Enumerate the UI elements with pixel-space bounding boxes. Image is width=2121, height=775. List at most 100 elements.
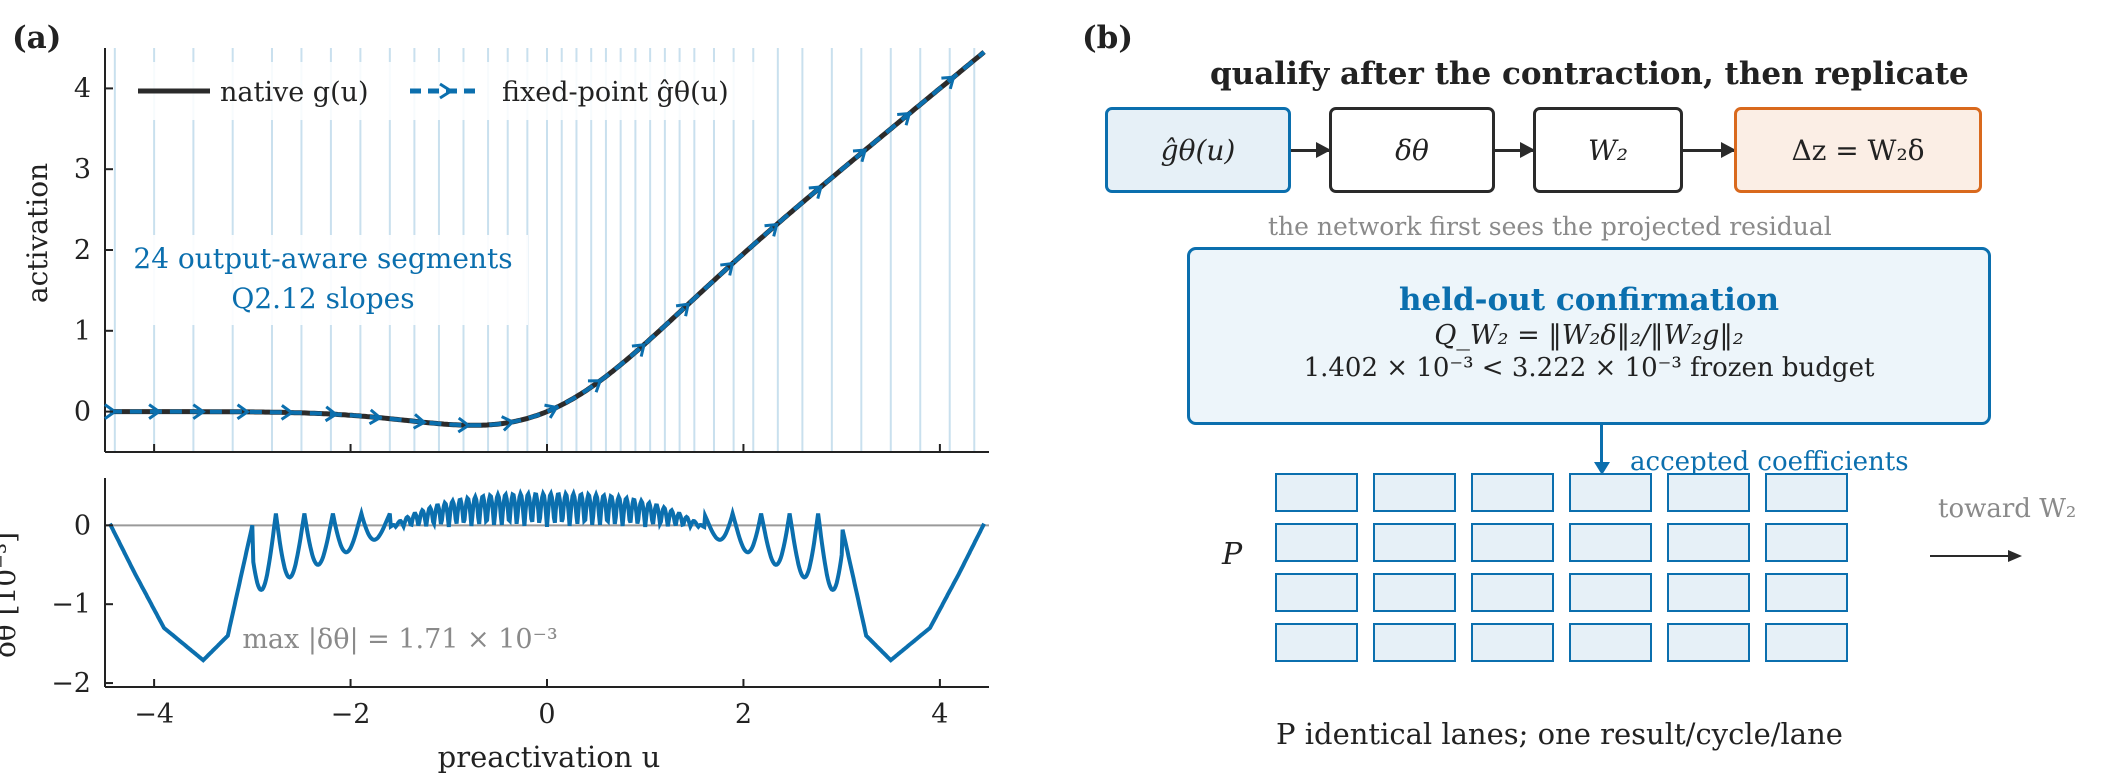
panel-b-tag: (b) (1082, 20, 1134, 56)
fixed-point-marker (544, 403, 559, 419)
top-y-tick-label: 4 (74, 73, 91, 104)
fixed-point-marker (852, 148, 868, 163)
bottom-y-tick-label: −2 (51, 668, 91, 699)
confirmation-budget: 1.402 × 10⁻³ < 3.222 × 10⁻³ frozen budge… (1303, 353, 1875, 383)
panel-b-title: qualify after the contraction, then repl… (1210, 56, 1969, 92)
fixed-point-markers (104, 75, 956, 434)
top-y-tick-label: 2 (74, 235, 91, 266)
lane-cell (1373, 473, 1456, 512)
lanes-grid (1275, 473, 1848, 662)
fixed-point-marker (808, 185, 823, 200)
lane-cell (1765, 623, 1848, 662)
lane-cell (1765, 573, 1848, 612)
panel-a-tag: (a) (12, 20, 62, 56)
lane-cell (1275, 573, 1358, 612)
fixed-point-curve (109, 50, 986, 428)
fixed-point-marker (764, 222, 779, 237)
annotation-line-2: Q2.12 slopes (231, 282, 414, 315)
lane-cell (1569, 473, 1652, 512)
confirmation-arrow-shaft (1600, 425, 1603, 468)
lane-cell (1765, 473, 1848, 512)
legend-fixed-label: fixed-point ĝθ(u) (502, 77, 729, 108)
pipeline-box-w2: W₂ (1533, 107, 1683, 193)
accepted-coefficients-label: accepted coefficients (1630, 447, 1909, 477)
legend-native-label: native g(u) (220, 77, 369, 108)
fixed-point-marker (500, 415, 516, 432)
fixed-point-marker (192, 403, 206, 420)
x-tick-label: 4 (931, 699, 948, 730)
lane-cell (1373, 523, 1456, 562)
lane-cell (1471, 623, 1554, 662)
fixed-point-marker (675, 302, 691, 317)
arrow-1-icon (1291, 142, 1331, 158)
bottom-y-tick-label: 0 (74, 510, 91, 541)
fixed-point-marker (368, 408, 383, 426)
top-y-axis-label: activation (21, 163, 54, 303)
confirmation-formula: Q_W₂ = ‖W₂δ‖₂/‖W₂g‖₂ (1434, 320, 1744, 351)
fixed-point-marker (457, 416, 472, 434)
top-y-tick-label: 0 (74, 397, 91, 428)
toward-arrow-shaft (1930, 555, 2016, 557)
x-axis-label: preactivation u (438, 740, 661, 774)
fixed-point-marker (324, 405, 339, 423)
fixed-point-marker (897, 111, 912, 126)
annotation-box (118, 235, 528, 325)
x-tick-label: 0 (538, 699, 555, 730)
arrow-3-icon (1683, 142, 1736, 158)
lane-cell (1569, 623, 1652, 662)
lane-cell (1373, 573, 1456, 612)
lane-cell (1765, 523, 1848, 562)
pipeline-label-g-hat: ĝθ(u) (1160, 133, 1236, 167)
pipeline-box-g-hat: ĝθ(u) (1105, 107, 1291, 193)
tick-labels: −4 −2 0 2 4 0 1 2 3 4 0 −1 −2 (51, 73, 948, 730)
lane-cell (1667, 473, 1750, 512)
held-out-confirmation-box: held-out confirmation Q_W₂ = ‖W₂δ‖₂/‖W₂g… (1187, 247, 1991, 425)
fixed-point-marker (104, 403, 118, 420)
toward-w2-label: toward W₂ (1938, 494, 2077, 524)
fixed-point-marker (631, 342, 647, 357)
lane-cell (1471, 523, 1554, 562)
fixed-point-marker (236, 403, 251, 420)
residual-note: the network first sees the projected res… (1268, 212, 1832, 241)
fixed-point-marker (941, 75, 956, 90)
lane-cell (1373, 623, 1456, 662)
bottom-y-tick-label: −1 (51, 589, 91, 620)
x-tick-label: −4 (134, 699, 174, 730)
lane-cell (1471, 573, 1554, 612)
lane-cell (1667, 623, 1750, 662)
pipeline-box-delta-z: Δz = W₂δ (1734, 107, 1982, 193)
lane-cell (1471, 473, 1554, 512)
annotation-line-1: 24 output-aware segments (133, 242, 512, 275)
lanes-caption: P identical lanes; one result/cycle/lane (1276, 717, 1843, 751)
pipeline-label-w2: W₂ (1587, 133, 1628, 167)
pipeline-label-delta-z: Δz = W₂δ (1791, 133, 1925, 167)
lane-cell (1275, 473, 1358, 512)
pipeline-label-delta: δθ (1395, 133, 1429, 167)
legend-arrow-marker-icon (439, 82, 454, 100)
x-tick-label: −2 (331, 699, 371, 730)
fixed-point-marker (280, 404, 295, 421)
top-y-tick-label: 3 (74, 154, 91, 185)
confirmation-arrow-head-icon (1594, 462, 1610, 475)
panel-a-plots: −4 −2 0 2 4 0 1 2 3 4 0 −1 −2 native g(u) fixed-poin… (0, 48, 989, 774)
arrow-2-icon (1495, 142, 1535, 158)
bottom-y-axis-label: δθ [10⁻³] (0, 532, 22, 658)
lane-cell (1275, 523, 1358, 562)
toward-arrow-head-icon (2008, 550, 2022, 562)
confirmation-title: held-out confirmation (1398, 282, 1780, 318)
lane-cell (1275, 623, 1358, 662)
lanes-symbol: P (1222, 537, 1243, 572)
lane-cell (1667, 523, 1750, 562)
error-annotation: max |δθ| = 1.71 × 10⁻³ (242, 624, 557, 655)
error-curve (108, 488, 986, 663)
lane-cell (1667, 573, 1750, 612)
fixed-point-marker (412, 413, 427, 430)
fixed-point-marker (148, 403, 162, 420)
fixed-point-marker (587, 379, 603, 393)
lane-cell (1569, 523, 1652, 562)
x-tick-label: 2 (735, 699, 752, 730)
top-y-tick-label: 1 (74, 316, 91, 347)
fixed-point-marker (720, 261, 735, 276)
pipeline-box-delta: δθ (1329, 107, 1495, 193)
lane-cell (1569, 573, 1652, 612)
